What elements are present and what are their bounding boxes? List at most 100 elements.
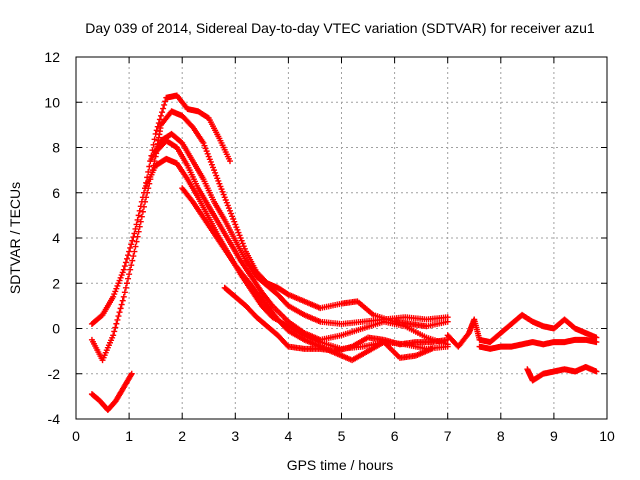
data-point — [134, 216, 141, 223]
data-series-track-11 — [524, 363, 600, 384]
data-point — [138, 213, 145, 220]
y-axis-label: SDTVAR / TECUs — [7, 182, 23, 294]
data-point — [211, 167, 218, 174]
data-point — [136, 207, 143, 214]
data-point — [212, 169, 219, 176]
data-series-track-4 — [152, 137, 451, 348]
data-point — [121, 263, 128, 270]
data-point — [222, 196, 229, 203]
x-tick-label: 5 — [338, 428, 346, 444]
data-point — [136, 223, 143, 230]
data-point — [216, 180, 223, 187]
data-point — [142, 198, 149, 205]
y-tick-label: 2 — [52, 275, 60, 291]
data-point — [143, 194, 150, 201]
data-point — [233, 224, 240, 231]
data-point — [127, 266, 134, 273]
data-series-track-8 — [88, 370, 135, 413]
x-tick-label: 8 — [497, 428, 505, 444]
data-point — [119, 297, 126, 304]
data-point — [129, 257, 136, 264]
data-point — [114, 282, 121, 289]
data-point — [128, 241, 135, 248]
data-point — [116, 277, 123, 284]
data-point — [240, 243, 247, 250]
data-point — [112, 288, 119, 295]
y-tick-label: 4 — [52, 230, 60, 246]
data-point — [229, 213, 236, 220]
x-tick-label: 2 — [178, 428, 186, 444]
data-point — [130, 253, 137, 260]
data-point — [110, 332, 117, 339]
data-point — [214, 175, 221, 182]
x-tick-label: 9 — [550, 428, 558, 444]
data-point — [159, 109, 166, 116]
data-point — [126, 248, 133, 255]
data-point — [133, 238, 140, 245]
chart-title: Day 039 of 2014, Sidereal Day-to-day VTE… — [85, 20, 595, 36]
data-point — [126, 271, 133, 278]
y-tick-label: -4 — [48, 411, 61, 427]
x-tick-label: 0 — [72, 428, 80, 444]
data-point — [201, 142, 208, 149]
data-point — [133, 221, 140, 228]
data-point — [219, 188, 226, 195]
data-point — [206, 156, 213, 163]
data-point — [125, 252, 132, 259]
data-point — [118, 301, 125, 308]
data-point — [153, 127, 160, 134]
data-series-track-10 — [476, 336, 600, 352]
data-point — [110, 293, 117, 300]
data-point — [139, 208, 146, 215]
data-point — [232, 221, 239, 228]
data-point — [127, 244, 134, 251]
data-point — [122, 259, 129, 266]
data-point — [150, 141, 157, 148]
y-tick-label: 6 — [52, 185, 60, 201]
data-point — [236, 232, 243, 239]
data-point — [218, 186, 225, 193]
x-axis-label: GPS time / hours — [287, 457, 394, 473]
data-point — [134, 233, 141, 240]
data-point — [135, 228, 142, 235]
data-point — [204, 150, 211, 157]
data-point — [123, 280, 130, 287]
x-tick-label: 3 — [231, 428, 239, 444]
data-point — [119, 269, 126, 276]
data-point — [123, 255, 130, 262]
data-point — [128, 262, 135, 269]
x-tick-label: 6 — [391, 428, 399, 444]
data-point — [444, 314, 451, 321]
data-point — [117, 274, 124, 281]
data-point — [208, 161, 215, 168]
data-point — [231, 218, 238, 225]
y-tick-label: 8 — [52, 140, 60, 156]
data-point — [235, 229, 242, 236]
data-point — [160, 105, 167, 112]
data-point — [207, 158, 214, 165]
data-point — [131, 230, 138, 237]
data-point — [209, 164, 216, 171]
data-point — [132, 243, 139, 250]
data-point — [151, 136, 158, 143]
data-point — [111, 291, 118, 298]
y-tick-label: 10 — [44, 94, 60, 110]
data-point — [593, 368, 600, 375]
data-point — [113, 320, 120, 327]
data-point — [132, 225, 139, 232]
data-point — [146, 163, 153, 170]
data-point — [128, 370, 135, 377]
x-tick-label: 4 — [285, 428, 293, 444]
data-point — [118, 272, 125, 279]
data-point — [125, 275, 132, 282]
data-point — [238, 237, 245, 244]
data-point — [226, 158, 233, 165]
data-point — [202, 145, 209, 152]
data-point — [161, 101, 168, 108]
data-point — [225, 205, 232, 212]
data-point — [241, 245, 248, 252]
data-point — [230, 215, 237, 222]
